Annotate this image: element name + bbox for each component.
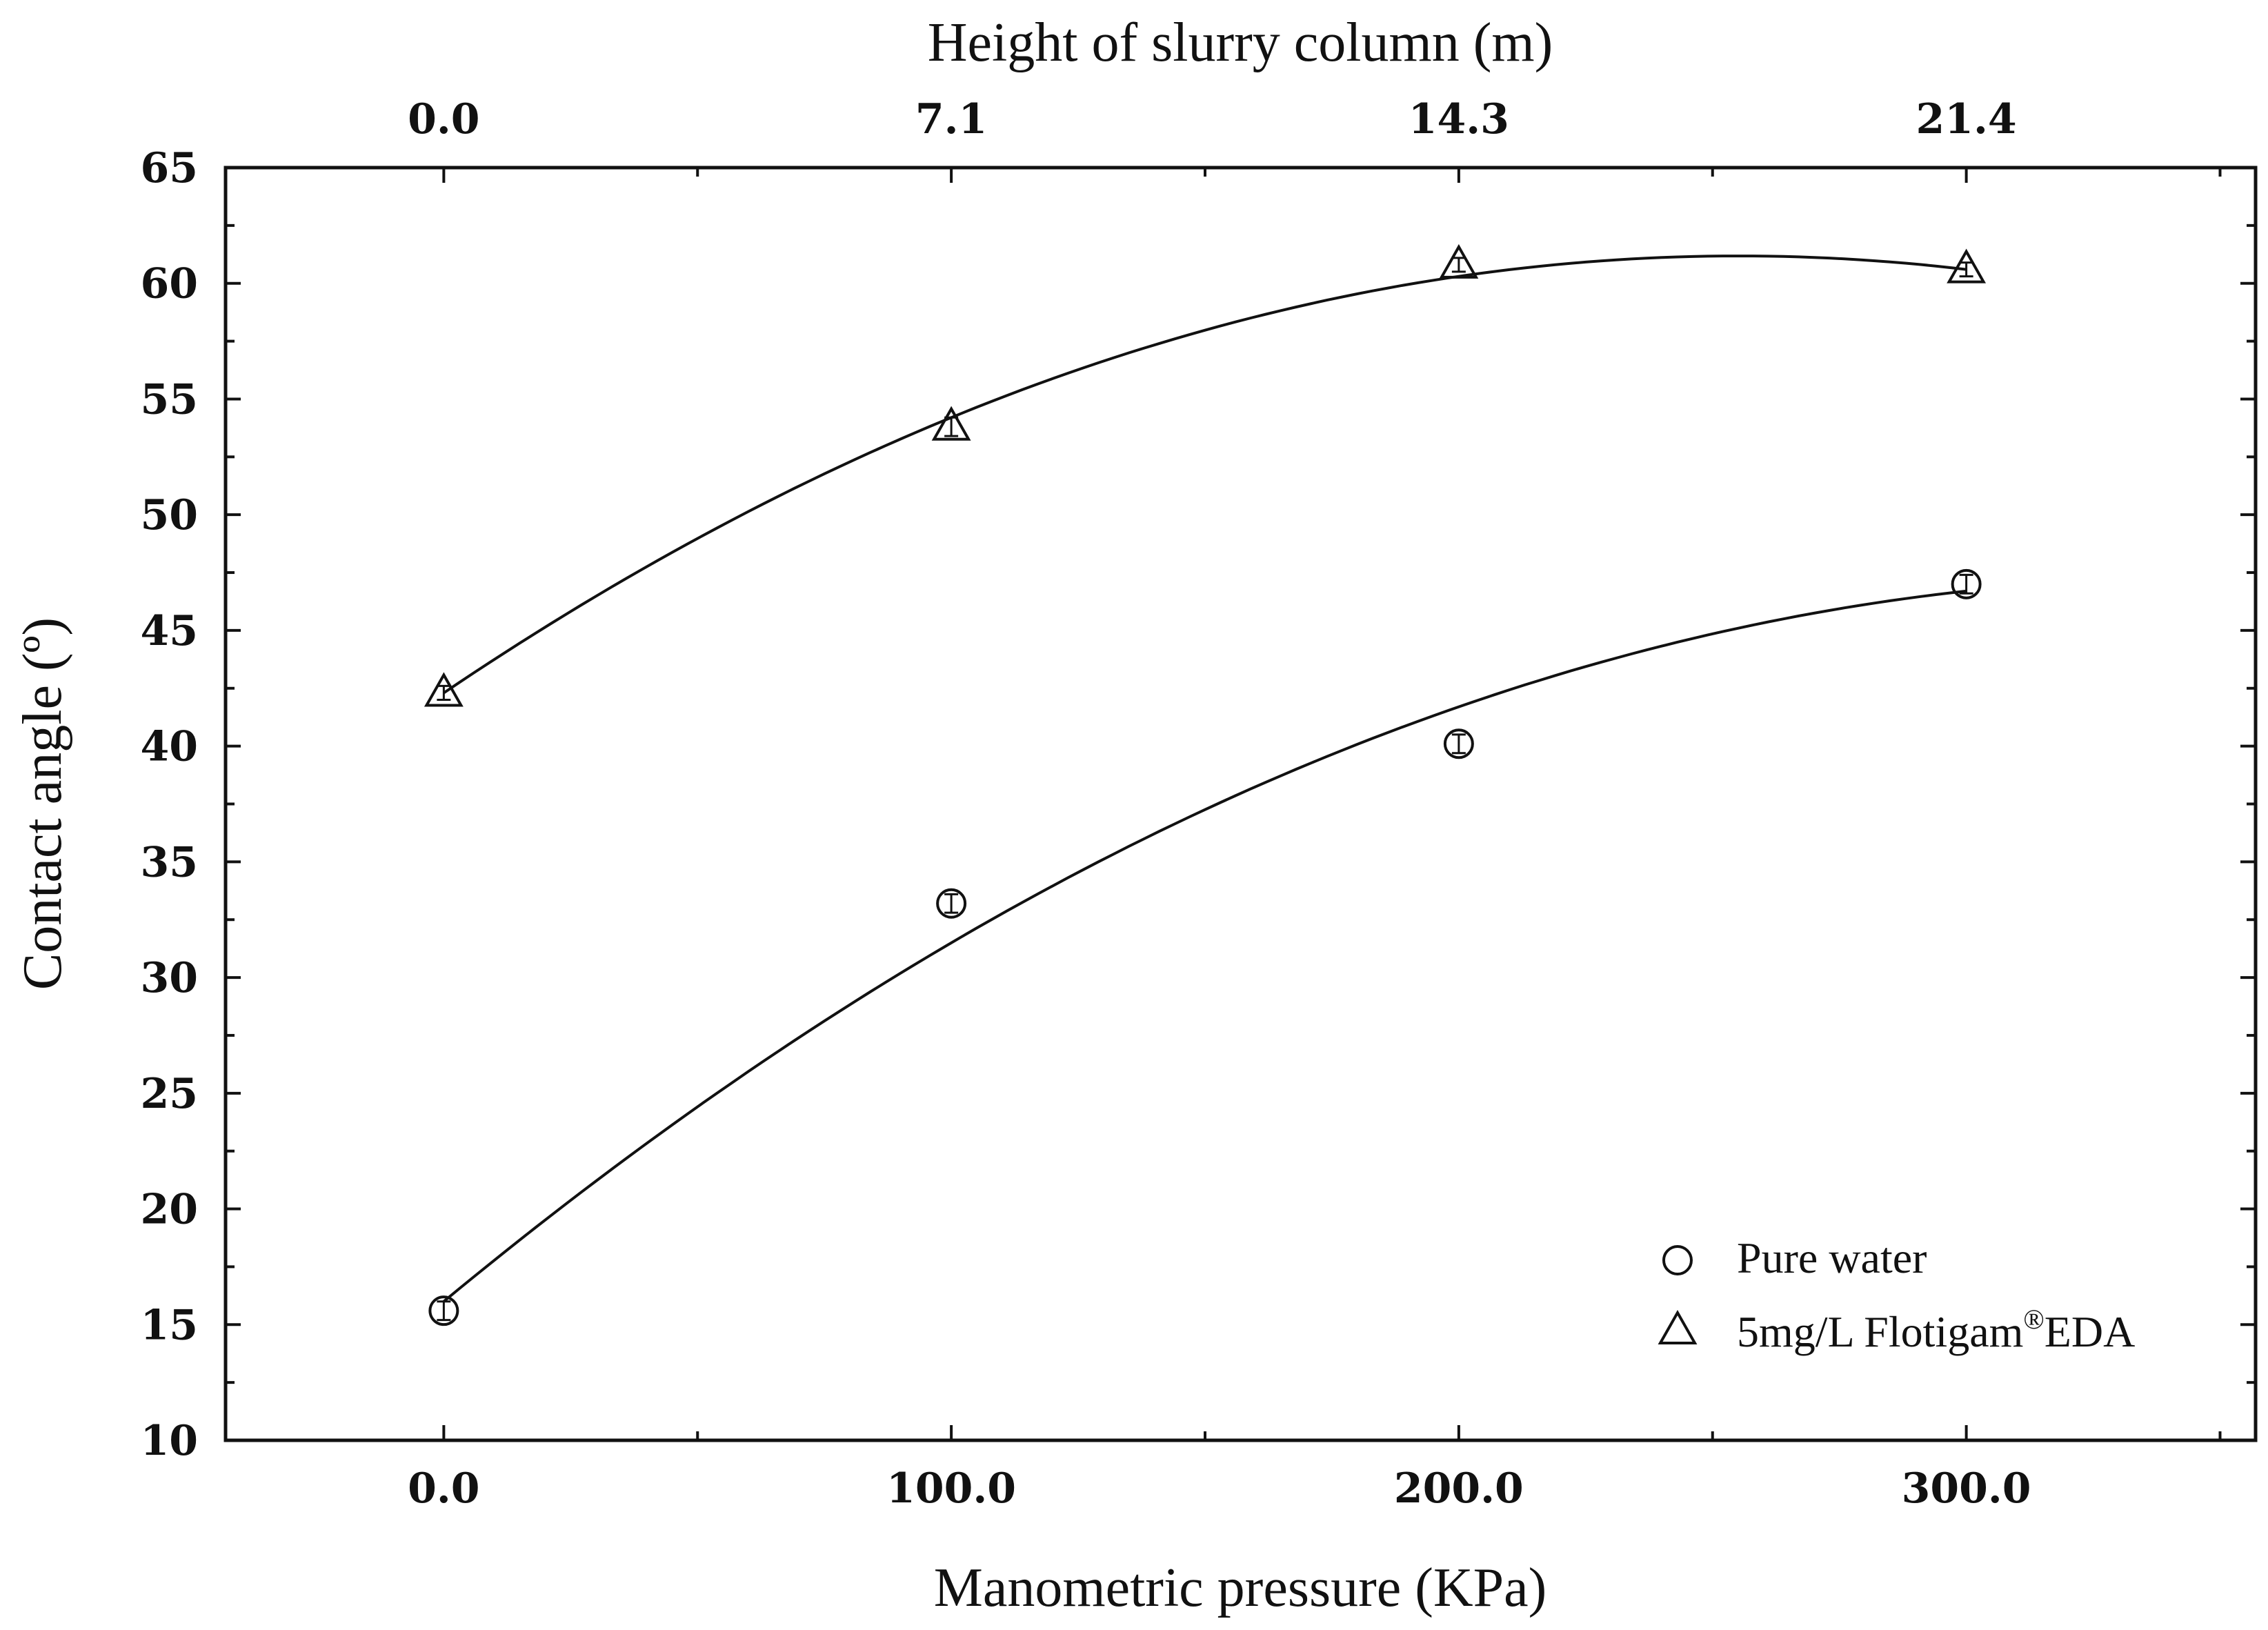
y-tick-label: 10: [141, 1417, 199, 1465]
legend: Pure water 5mg/L Flotigam®EDA: [1658, 1233, 2135, 1356]
legend-triangle-marker: [1658, 1309, 1698, 1344]
y-tick-label: 50: [141, 491, 199, 539]
y-tick-label: 45: [141, 607, 199, 655]
top-tick-label: 0.0: [408, 95, 479, 143]
y-tick-label: 60: [141, 260, 199, 308]
legend-label-pure-water: Pure water: [1737, 1233, 1927, 1282]
top-tick-label: 21.4: [1916, 95, 2017, 143]
top-axis-ticks: 0.0 7.1 14.3 21.4: [408, 95, 2222, 183]
x-tick-label: 0.0: [408, 1464, 479, 1513]
y-tick-label: 55: [141, 375, 199, 424]
y-tick-label: 25: [141, 1070, 199, 1118]
triangle-marker: [931, 406, 971, 441]
y-axis-ticks: 10 15 20 25 30 35 40 45 50 55 60 65: [141, 144, 2256, 1465]
x-tick-label: 100.0: [886, 1464, 1016, 1513]
fit-curve-flotigam: [443, 255, 1967, 695]
triangle-marker: [424, 672, 464, 707]
y-tick-label: 15: [141, 1301, 199, 1349]
plot-frame: [223, 166, 2258, 1442]
top-tick-label: 7.1: [915, 95, 987, 143]
circle-marker: [1443, 728, 1474, 759]
data-point-flotigam: [1439, 243, 1479, 279]
y-tick-label: 40: [141, 723, 199, 771]
data-point-pure-water: [428, 1295, 459, 1326]
fit-curves: [443, 255, 1967, 1303]
data-point-flotigam: [424, 672, 464, 707]
legend-label-flotigam-tail: EDA: [2045, 1307, 2136, 1356]
x-axis-title: Manometric pressure (KPa): [934, 1558, 1547, 1618]
y-tick-label: 20: [141, 1186, 199, 1234]
legend-label-flotigam-sup: ®: [2023, 1304, 2044, 1335]
y-tick-label: 35: [141, 838, 199, 886]
data-point-pure-water: [1443, 728, 1474, 759]
triangle-marker: [1947, 248, 1987, 284]
data-point-pure-water: [1951, 568, 1982, 599]
x-tick-label: 200.0: [1394, 1464, 1524, 1513]
x-axis-ticks: 0.0 100.0 200.0 300.0: [408, 1425, 2222, 1513]
x-tick-label: 300.0: [1902, 1464, 2031, 1513]
y-tick-label: 65: [141, 144, 199, 192]
legend-circle-marker: [1662, 1245, 1693, 1275]
data-point-flotigam: [1947, 248, 1987, 284]
circle-marker: [428, 1295, 459, 1326]
data-point-pure-water: [936, 888, 967, 919]
legend-label-flotigam: 5mg/L Flotigam®EDA: [1737, 1304, 2135, 1356]
legend-label-flotigam-main: 5mg/L Flotigam: [1737, 1307, 2023, 1356]
y-axis-title: Contact angle (º): [12, 617, 73, 990]
triangle-marker: [1439, 243, 1479, 279]
top-axis-title: Height of slurry column (m): [928, 12, 1553, 73]
fit-curve-pure-water: [443, 589, 1967, 1303]
circle-marker: [936, 888, 967, 919]
data-points: [424, 243, 1987, 1326]
top-tick-label: 14.3: [1409, 95, 1509, 143]
circle-marker: [1951, 568, 1982, 599]
data-point-flotigam: [931, 406, 971, 441]
y-tick-label: 30: [141, 954, 199, 1002]
